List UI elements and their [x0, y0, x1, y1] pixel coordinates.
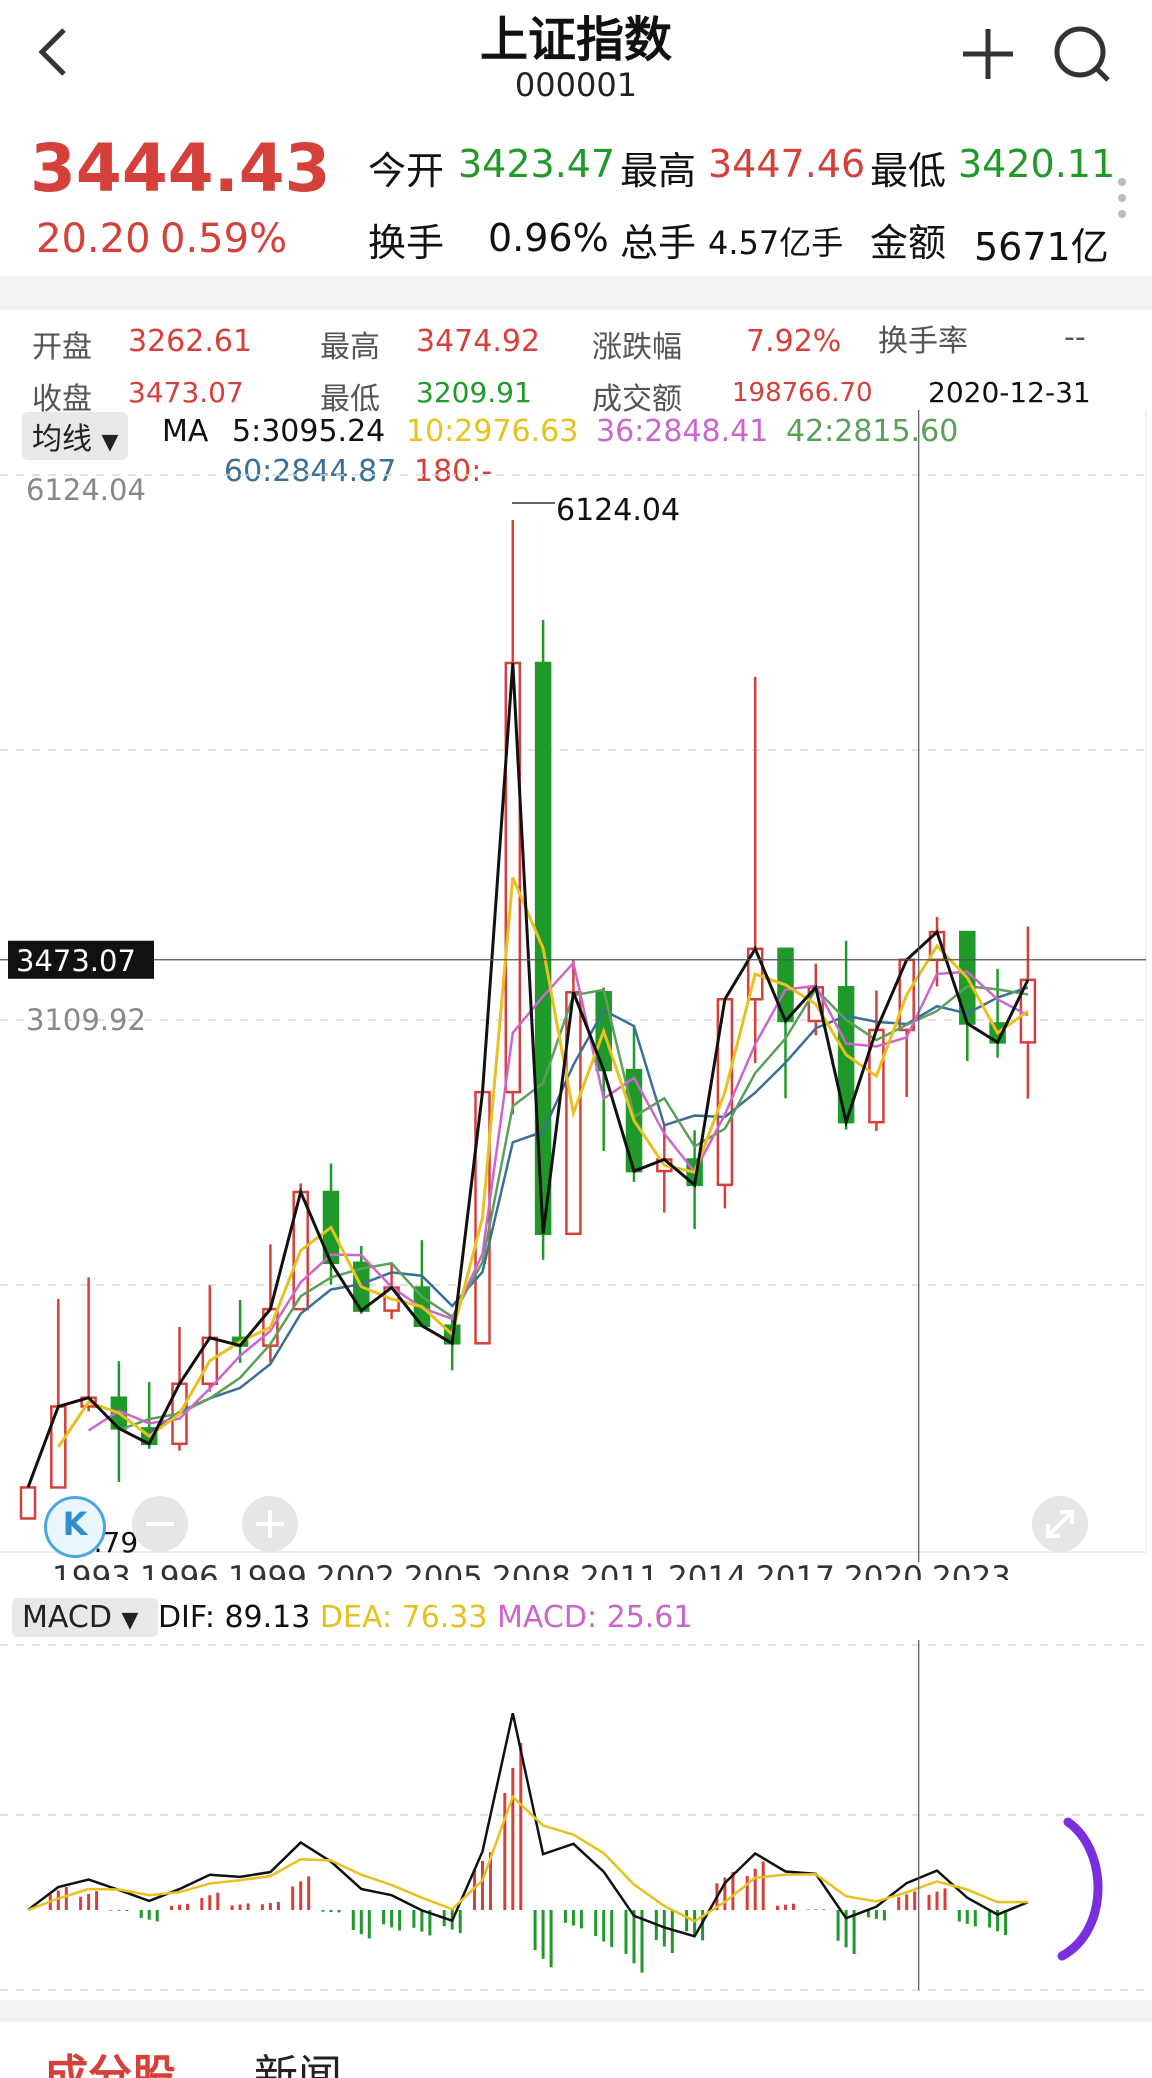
dea-line: [27, 1794, 1028, 1923]
ma-label: MA: [162, 414, 209, 449]
minus-icon[interactable]: [132, 1496, 188, 1552]
price-change-pct: 0.59%: [160, 216, 288, 262]
x-tick-label: 2008: [492, 1560, 571, 1580]
x-tick-label: 1993: [52, 1560, 131, 1580]
high-value: 3447.46: [708, 142, 866, 186]
macd-bars: [48, 1742, 1038, 1973]
plus-icon[interactable]: [242, 1496, 298, 1552]
page-title: 上证指数: [479, 12, 672, 68]
period-open: 3262.61: [128, 324, 253, 359]
low-label: 最低: [870, 149, 947, 193]
bottom-tabs: 成分股 新闻: [0, 2022, 1152, 2078]
period-low: 3209.91: [416, 376, 532, 409]
macd-selector[interactable]: MACD ▼: [12, 1598, 158, 1637]
expand-icon[interactable]: [1032, 1496, 1088, 1552]
turnover-value: 0.96%: [488, 216, 609, 260]
period-amount: 198766.70: [732, 378, 873, 408]
period-change-label: 涨跌幅: [592, 330, 682, 365]
grid-lines: [0, 410, 1147, 1553]
ma10-line: [57, 876, 1029, 1448]
tab-components[interactable]: 成分股: [44, 2051, 176, 2078]
open-label: 今开: [368, 149, 445, 193]
max-marker-label: 6124.04: [556, 493, 680, 528]
dif-line: [27, 1712, 1029, 1938]
volume-label: 总手: [620, 221, 697, 265]
dea-value: DEA: 76.33: [319, 1600, 488, 1635]
ma180-value: 180:-: [414, 454, 493, 489]
volume-value: 4.57亿手: [708, 224, 844, 262]
price-change: 20.20: [36, 216, 151, 262]
period-high-label: 最高: [320, 330, 380, 365]
last-price: 3444.43: [30, 130, 331, 207]
period-turnover: --: [1064, 320, 1086, 355]
period-change: 7.92%: [746, 324, 842, 359]
cursor-price-box: [8, 940, 154, 979]
ma10-value: 10:2976.63: [406, 414, 579, 449]
macd-grid: [0, 1644, 1146, 1991]
candles: [19, 520, 1037, 1520]
x-tick-label: 2005: [404, 1560, 483, 1580]
period-amount-label: 成交额: [592, 382, 682, 417]
price-labels: 6124.043109.926124.0495.793473.071993199…: [0, 410, 1146, 1580]
ma60-value: 60:2844.87: [224, 454, 397, 489]
amount-label: 金额: [870, 221, 947, 265]
open-value: 3423.47: [458, 142, 616, 186]
macd-legend: MACD ▼ DIF: 89.13 DEA: 76.33 MACD: 25.61: [12, 1598, 693, 1637]
x-tick-label: 2020: [844, 1560, 923, 1580]
x-tick-label: 2011: [580, 1560, 659, 1580]
ma-selector[interactable]: 均线 ▼: [22, 412, 129, 460]
period-close: 3473.07: [128, 376, 244, 409]
macd-value: MACD: 25.61: [497, 1600, 693, 1635]
ma-legend: 均线 ▼ MA 5:3095.24 10:2976.63 36:2848.41 …: [0, 410, 1152, 500]
ma-lines: [26, 662, 1030, 1488]
low-value: 3420.11: [958, 142, 1116, 186]
stock-code: 000001: [514, 66, 638, 104]
period-open-label: 开盘: [32, 330, 92, 365]
period-low-label: 最低: [320, 382, 380, 417]
annotation-bracket: [1057, 1817, 1103, 1961]
vertical-dots-icon[interactable]: [1112, 172, 1132, 232]
candlestick-chart[interactable]: 6124.043109.926124.0495.793473.071993199…: [0, 410, 1152, 1580]
ma5-line: [26, 662, 1030, 1488]
high-label: 最高: [620, 149, 697, 193]
x-tick-label: 1999: [228, 1560, 307, 1580]
macd-lines: [27, 1640, 1103, 1990]
period-date: 2020-12-31: [928, 376, 1091, 409]
x-tick-label: 1996: [140, 1560, 219, 1580]
ma60-line: [148, 986, 1029, 1434]
x-tick-label: 2023: [932, 1560, 1011, 1580]
ma42-value: 42:2815.60: [786, 414, 959, 449]
period-close-label: 收盘: [32, 382, 92, 417]
turnover-label: 换手: [368, 221, 445, 265]
x-tick-label: 2014: [668, 1560, 747, 1580]
quote-panel: 3444.43 20.20 0.59% 今开 3423.47 最高 3447.4…: [0, 120, 1152, 280]
caret-down-icon: ▼: [101, 430, 119, 455]
ma-selector-label: 均线: [32, 422, 92, 457]
macd-chart[interactable]: [0, 1640, 1152, 2000]
section-divider: [0, 2000, 1152, 2022]
amount-value: 5671亿: [974, 225, 1109, 269]
period-ohlc: 开盘 3262.61 最高 3474.92 涨跌幅 7.92% 换手率 -- 收…: [0, 310, 1152, 417]
x-tick-label: 2017: [756, 1560, 835, 1580]
ma36-value: 36:2848.41: [596, 414, 769, 449]
macd-selector-label: MACD: [22, 1600, 112, 1635]
cursor-price-label: 3473.07: [16, 944, 136, 978]
ma5-value: 5:3095.24: [232, 414, 386, 449]
candle-body: [19, 1486, 37, 1520]
caret-down-icon: ▼: [121, 1608, 139, 1633]
y-mid-label: 3109.92: [26, 1003, 146, 1037]
section-divider: [0, 276, 1152, 310]
period-turnover-label: 换手率: [878, 324, 968, 359]
plus-icon[interactable]: [958, 24, 1018, 84]
top-bar: 上证指数 000001: [0, 0, 1152, 120]
dif-value: DIF: 89.13: [157, 1600, 311, 1635]
y-max-label: 6124.04: [26, 473, 146, 507]
x-tick-label: 2002: [316, 1560, 395, 1580]
k-badge-icon[interactable]: K: [44, 1496, 106, 1558]
period-high: 3474.92: [416, 324, 541, 359]
chevron-left-icon[interactable]: [28, 22, 78, 82]
search-icon[interactable]: [1050, 22, 1114, 86]
tab-news[interactable]: 新闻: [254, 2051, 342, 2078]
